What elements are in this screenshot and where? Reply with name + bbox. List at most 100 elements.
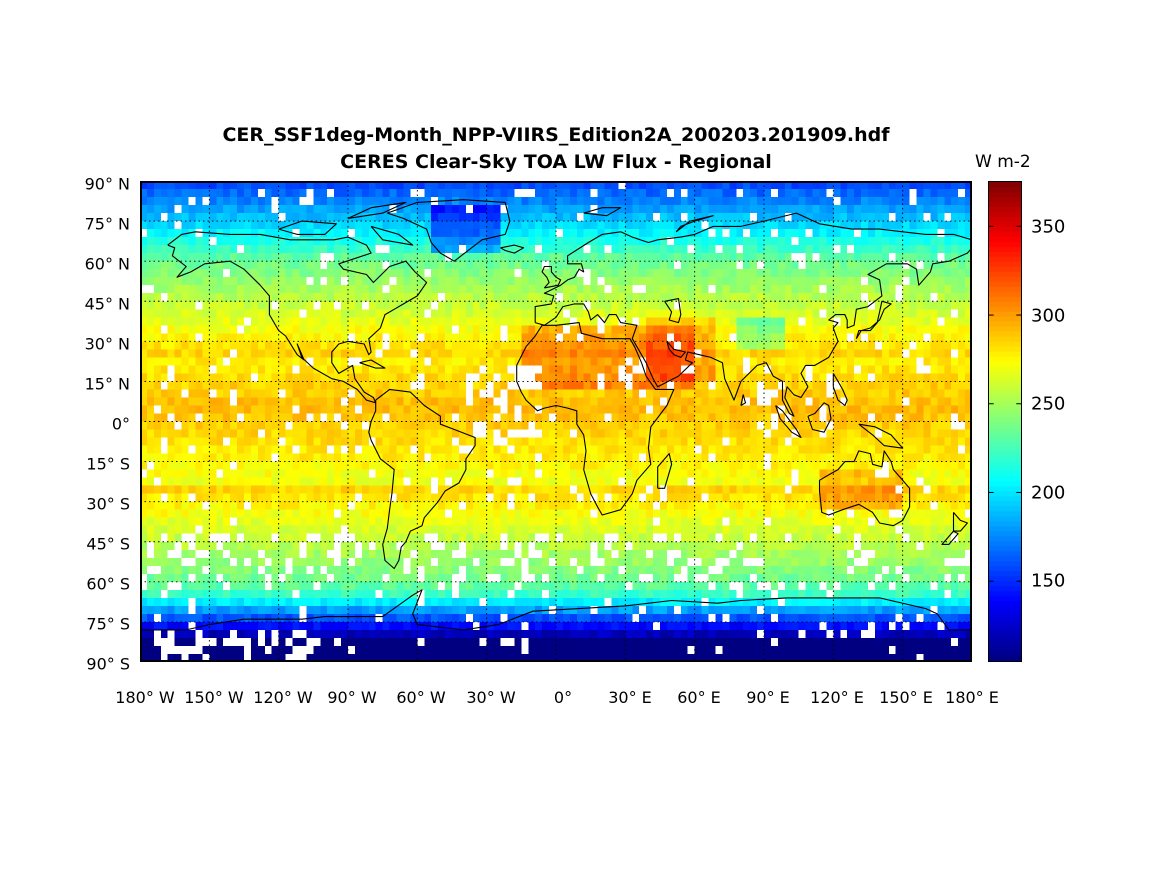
colorbar-segment: [989, 556, 1021, 562]
colorbar-segment: [989, 416, 1021, 423]
colorbar-segment: [989, 291, 1021, 298]
colorbar-segment: [989, 616, 1021, 622]
colorbar-segment: [989, 526, 1021, 532]
colorbar-segment: [989, 566, 1021, 572]
lon-tick-label: 0°: [553, 688, 573, 707]
colorbar-segment: [989, 576, 1021, 582]
colorbar-segment: [989, 546, 1021, 552]
colorbar-segment: [989, 641, 1021, 647]
lat-tick-label: 45° S: [86, 534, 130, 554]
lon-tick-label: 60° E: [677, 688, 721, 707]
colorbar-segment: [989, 646, 1021, 652]
lat-tick-label: 30° N: [84, 334, 130, 354]
lat-tick-label: 45° N: [84, 294, 130, 314]
coastline: [858, 423, 904, 449]
colorbar-segment: [989, 281, 1021, 288]
coastline: [941, 530, 959, 545]
colorbar-segment: [989, 601, 1021, 607]
colorbar-segment: [989, 636, 1021, 642]
colorbar-segment: [989, 446, 1021, 453]
lon-tick-label: 90° E: [746, 688, 790, 707]
lat-tick-label: 30° S: [86, 494, 130, 514]
lon-tick-label: 180° W: [115, 688, 175, 707]
colorbar-segment: [989, 496, 1021, 502]
colorbar-segment: [989, 466, 1021, 472]
colorbar-segment: [989, 276, 1021, 283]
colorbar-segment: [989, 516, 1021, 522]
colorbar-segment: [989, 246, 1021, 253]
colorbar-segment: [989, 296, 1021, 303]
graticule: [140, 181, 972, 662]
colorbar-segment: [989, 571, 1021, 577]
coastline: [952, 512, 968, 532]
colorbar-segment: [989, 311, 1021, 318]
colorbar-segment: [989, 226, 1021, 233]
colorbar-segment: [989, 186, 1021, 193]
colorbar-segment: [989, 286, 1021, 293]
colorbar-segment: [989, 626, 1021, 632]
colorbar-tick-label: 300: [1031, 305, 1066, 327]
lon-tick-label: 60° W: [396, 688, 446, 707]
lon-tick-label: 150° E: [879, 688, 933, 707]
colorbar-tick-label: 200: [1031, 482, 1066, 504]
colorbar-segment: [989, 486, 1021, 492]
colorbar-segment: [989, 256, 1021, 263]
colorbar-segment: [989, 236, 1021, 243]
lat-tick-label: 90° N: [84, 174, 130, 194]
colorbar-segment: [989, 421, 1021, 428]
coastline: [807, 402, 832, 433]
lon-tick-label: 90° W: [327, 688, 377, 707]
colorbar-segment: [989, 561, 1021, 567]
colorbar-segment: [989, 396, 1021, 403]
colorbar-segment: [989, 656, 1021, 661]
colorbar-segment: [989, 461, 1021, 467]
colorbar-segment: [989, 331, 1021, 338]
colorbar-segment: [989, 501, 1021, 507]
colorbar-segment: [989, 406, 1021, 413]
colorbar-tick-label: 250: [1031, 393, 1066, 415]
colorbar-segment: [989, 191, 1021, 198]
colorbar-segment: [989, 471, 1021, 477]
colorbar-segment: [989, 371, 1021, 378]
colorbar-segment: [989, 536, 1021, 542]
lon-tick-label: 120° E: [810, 688, 864, 707]
colorbar-segment: [989, 216, 1021, 223]
colorbar-segment: [989, 321, 1021, 328]
coastline: [500, 244, 525, 254]
colorbar-segment: [989, 431, 1021, 438]
colorbar-segment: [989, 631, 1021, 637]
coastline: [818, 450, 911, 527]
colorbar-segment: [989, 336, 1021, 343]
lon-tick-label: 180° E: [945, 688, 999, 707]
colorbar-segment: [989, 581, 1021, 587]
colorbar-segment: [989, 531, 1021, 537]
colorbar-segment: [989, 541, 1021, 547]
coastline: [140, 589, 972, 631]
colorbar-segment: [989, 621, 1021, 627]
colorbar-segment: [989, 521, 1021, 527]
coastline: [664, 298, 682, 324]
lon-tick-label: 150° W: [184, 688, 244, 707]
colorbar-segment: [989, 221, 1021, 228]
lon-tick-label: 30° E: [608, 688, 652, 707]
map-panel: [140, 181, 972, 662]
colorbar-segment: [989, 426, 1021, 433]
coastline: [666, 340, 686, 358]
colorbar-segment: [989, 271, 1021, 278]
colorbar-segment: [989, 391, 1021, 398]
lat-tick-label: 15° N: [84, 374, 130, 394]
colorbar-segment: [989, 211, 1021, 218]
colorbar-segment: [989, 586, 1021, 592]
colorbar-unit-label: W m-2: [975, 152, 1031, 172]
lat-tick-label: 75° N: [84, 214, 130, 234]
colorbar-segment: [989, 306, 1021, 313]
colorbar-segment: [989, 476, 1021, 482]
lat-tick-label: 15° S: [86, 454, 130, 474]
lat-tick-label: 75° S: [86, 614, 130, 634]
coastline: [657, 453, 673, 489]
coastlines: [140, 199, 972, 631]
colorbar-segment: [989, 386, 1021, 393]
colorbar-segment: [989, 266, 1021, 273]
colorbar-segment: [989, 326, 1021, 333]
lat-tick-label: 60° S: [86, 574, 130, 594]
